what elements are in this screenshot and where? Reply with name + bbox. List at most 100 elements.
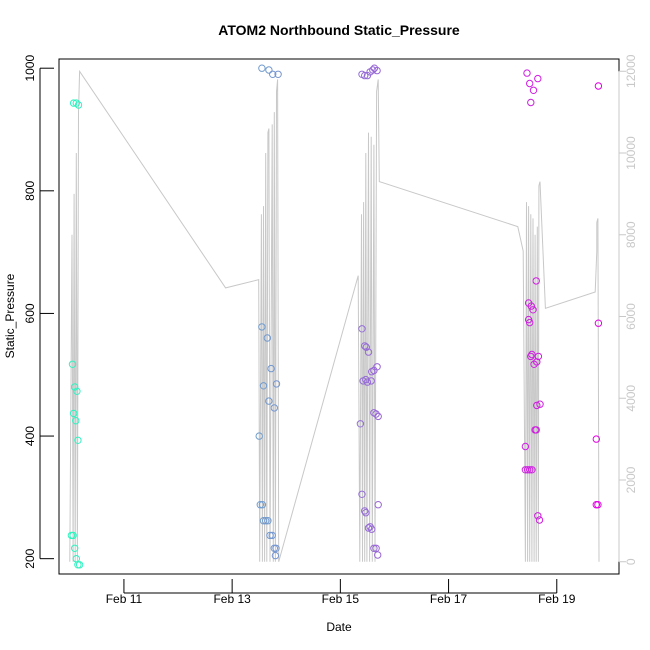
x-tick-label: Feb 15 <box>322 592 360 606</box>
data-point <box>536 400 544 408</box>
data-point <box>272 380 281 388</box>
right-tick-label: 12000 <box>624 54 638 88</box>
data-point <box>358 325 366 333</box>
data-point <box>269 70 277 79</box>
data-point <box>272 544 280 552</box>
data-point <box>369 66 377 74</box>
data-point <box>534 74 542 83</box>
data-point <box>367 377 375 385</box>
data-point <box>256 501 264 509</box>
data-point <box>69 531 77 540</box>
data-point <box>358 490 366 498</box>
chart-title: ATOM2 Northbound Static_Pressure <box>218 22 460 38</box>
data-point <box>529 86 538 95</box>
data-point <box>527 98 535 107</box>
right-tick-label: 8000 <box>624 221 638 248</box>
data-point <box>258 323 266 331</box>
data-point <box>259 517 268 525</box>
data-point <box>74 101 83 109</box>
data-point <box>267 364 275 373</box>
data-point <box>73 387 81 395</box>
data-point <box>374 501 382 509</box>
data-point <box>529 306 537 314</box>
data-point <box>274 70 282 79</box>
data-point <box>594 82 603 90</box>
right-tick-label: 2000 <box>624 466 638 493</box>
data-point <box>356 420 365 428</box>
right-tick-label: 6000 <box>624 303 638 330</box>
data-point <box>592 435 600 443</box>
data-point <box>266 531 274 540</box>
data-point <box>270 404 278 412</box>
data-point <box>532 426 540 434</box>
data-point <box>72 417 80 425</box>
y-axis: 200 400 600 800 1000 <box>23 55 54 569</box>
data-point <box>259 382 268 390</box>
data-point <box>71 383 79 391</box>
altitude-line-layer <box>69 69 600 562</box>
data-point <box>530 360 538 368</box>
data-point <box>262 517 270 525</box>
data-point <box>258 501 267 509</box>
data-point <box>362 509 370 517</box>
y-tick-label: 600 <box>23 303 37 323</box>
data-point <box>534 512 542 520</box>
data-point <box>255 432 263 440</box>
data-point <box>264 517 272 525</box>
x-axis-label: Date <box>326 620 352 634</box>
data-point <box>527 302 535 310</box>
data-point <box>263 334 271 342</box>
data-point <box>523 466 532 474</box>
y-tick-label: 1000 <box>23 55 37 82</box>
data-point <box>75 561 84 569</box>
x-tick-label: Feb 11 <box>106 592 143 606</box>
data-point <box>74 436 82 444</box>
data-point <box>526 466 534 474</box>
data-point <box>532 277 540 285</box>
data-point <box>372 410 380 418</box>
right-tick-label: 0 <box>624 558 638 565</box>
data-point <box>364 348 373 356</box>
data-point <box>271 551 280 560</box>
data-point <box>373 363 381 371</box>
data-point <box>361 507 369 515</box>
data-point <box>265 66 273 74</box>
data-point <box>258 64 266 72</box>
data-point <box>374 551 382 559</box>
data-point <box>361 342 369 350</box>
x-tick-label: Feb 19 <box>538 592 576 606</box>
data-point <box>526 79 534 88</box>
right-tick-label: 10000 <box>624 136 638 170</box>
data-point <box>268 531 276 540</box>
data-point <box>594 319 603 327</box>
data-point <box>526 318 534 327</box>
data-point <box>374 412 382 421</box>
right-axis: 0 2000 4000 6000 8000 10000 12000 <box>618 54 638 565</box>
altitude-line <box>69 69 600 562</box>
data-point <box>363 378 372 386</box>
data-point <box>373 66 381 75</box>
data-point <box>265 397 273 405</box>
data-point <box>72 555 81 563</box>
x-tick-label: Feb 17 <box>430 592 468 606</box>
data-point <box>370 544 378 552</box>
data-point <box>362 343 370 351</box>
data-point <box>372 544 380 552</box>
data-point <box>69 409 78 418</box>
y-tick-label: 400 <box>23 426 37 446</box>
points-layer <box>67 64 603 569</box>
data-point <box>71 544 79 552</box>
data-point <box>69 99 78 107</box>
data-point <box>528 466 536 474</box>
data-point <box>364 524 373 532</box>
data-point <box>527 352 535 361</box>
data-point <box>68 360 77 368</box>
data-point <box>594 501 602 509</box>
data-point <box>535 516 544 524</box>
data-point <box>528 350 536 359</box>
right-tick-label: 4000 <box>624 385 638 412</box>
y-tick-label: 200 <box>23 548 37 568</box>
data-point <box>361 71 369 80</box>
data-point <box>523 69 531 77</box>
